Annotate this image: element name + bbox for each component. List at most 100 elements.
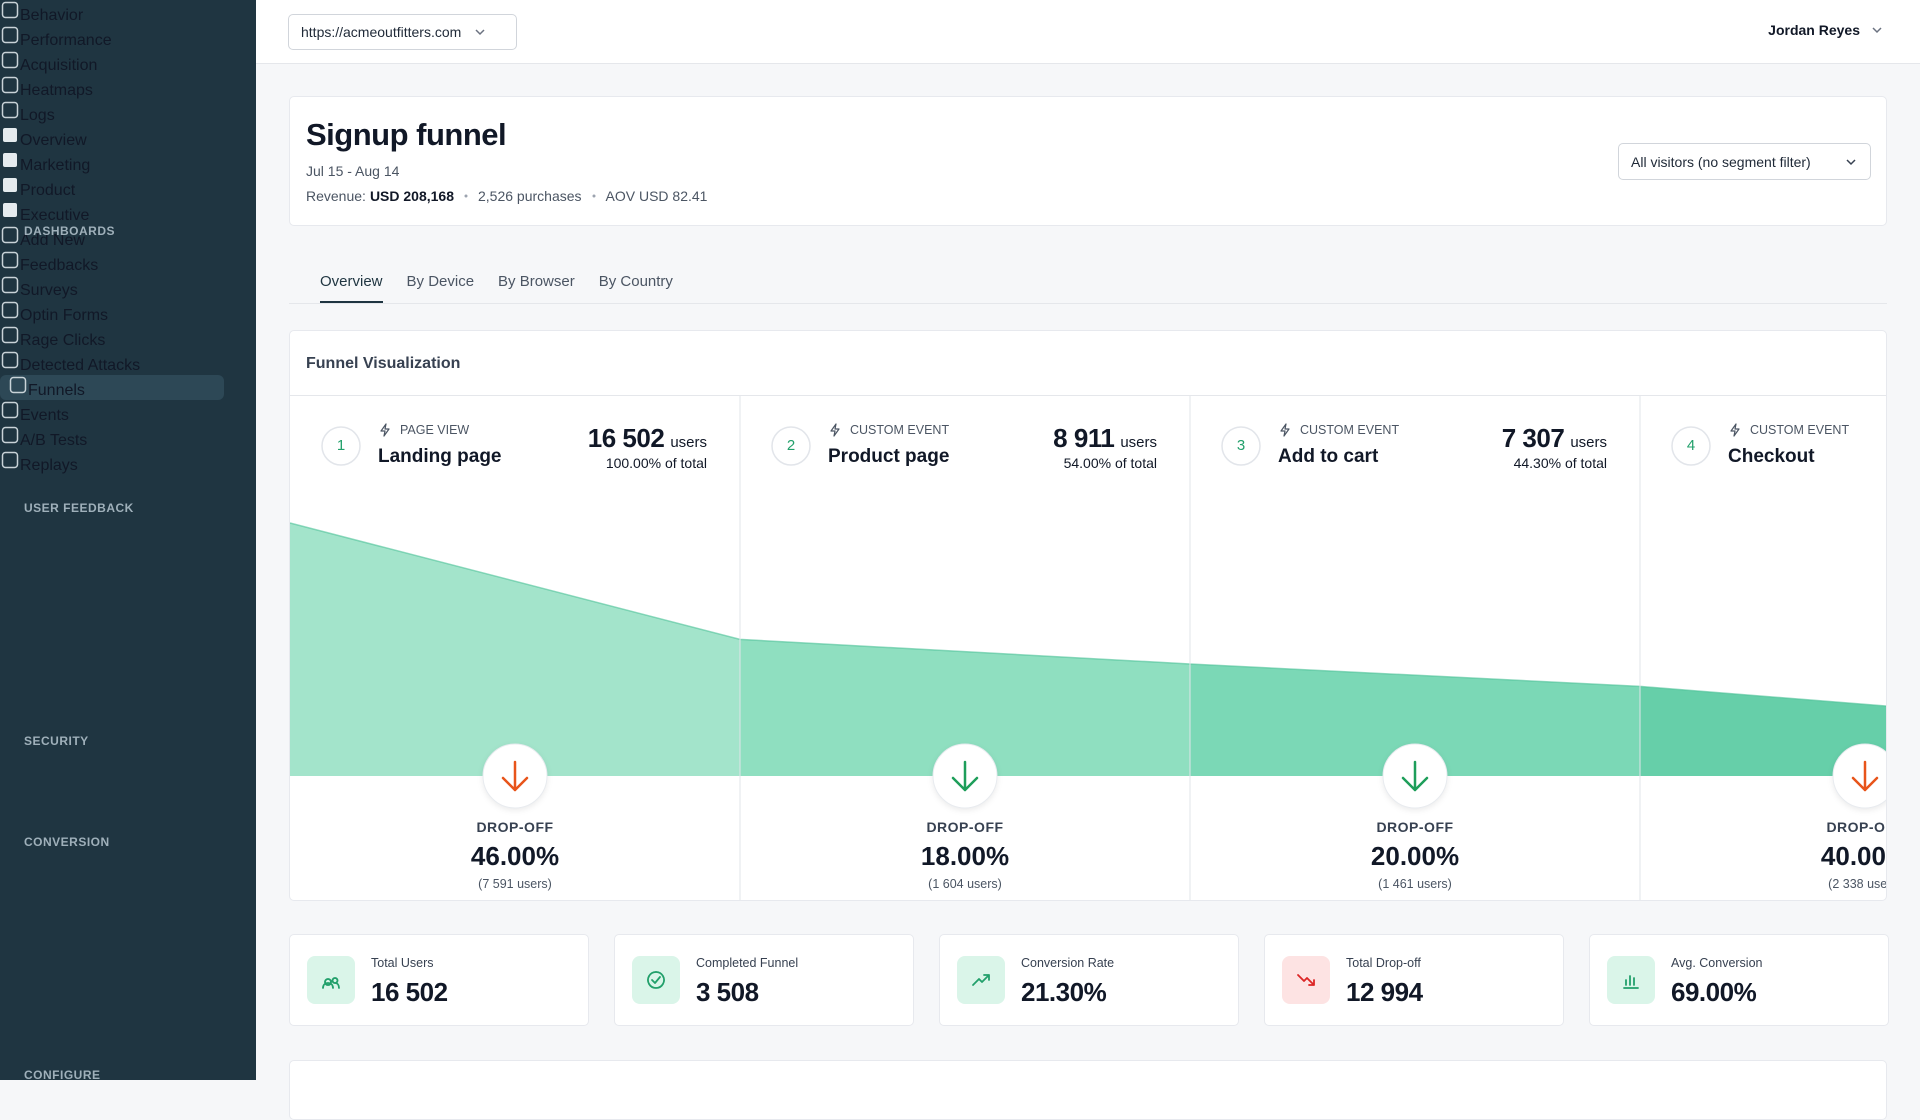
revenue-label: Revenue:	[306, 188, 366, 204]
bolt-icon	[1730, 423, 1740, 437]
aov: AOV USD 82.41	[605, 188, 708, 204]
nav-item[interactable]: A/B Tests	[0, 425, 256, 450]
funnel-title: Funnel Visualization	[306, 355, 461, 372]
nav-section-title: CONVERSION	[24, 835, 110, 849]
nav-item[interactable]: Product	[0, 175, 256, 200]
step-badge	[771, 426, 811, 466]
nav-icon	[1, 51, 19, 69]
step-number: 4	[1686, 437, 1696, 454]
bolt-icon	[380, 423, 390, 437]
chevron	[1872, 27, 1882, 34]
step-badge	[1671, 426, 1711, 466]
top-bar: https://acmeoutfitters.com Jordan Reyes	[256, 0, 1920, 64]
nav-label: A/B Tests	[20, 432, 88, 449]
nav-item[interactable]: Events	[0, 400, 256, 425]
step-type-label: CUSTOM EVENT	[850, 423, 950, 437]
nav-item[interactable]: Behavior	[0, 0, 256, 25]
kpi-value: 12 994	[1346, 977, 1423, 1007]
nav-icon	[3, 128, 17, 142]
nav-label: Behavior	[20, 7, 84, 24]
dropoff-badge	[1832, 743, 1886, 809]
kpi-glyph-shape	[1297, 974, 1315, 986]
nav-item[interactable]: Replays	[0, 450, 256, 475]
step-users: 16 502 users	[588, 423, 707, 454]
funnel-segment	[290, 523, 740, 776]
bolt-icon	[1280, 423, 1290, 437]
nav-label: Add New	[20, 232, 85, 249]
kpi-glyph-shape	[972, 974, 990, 986]
kpi-card: Total Users 16 502	[289, 934, 589, 1026]
segment-select[interactable]: All visitors (no segment filter)	[1618, 143, 1871, 180]
step-name: Product page	[828, 446, 950, 467]
nav-section-title: CONFIGURE	[24, 1068, 101, 1080]
step-badge	[321, 426, 361, 466]
kpi-value: 69.00%	[1671, 977, 1757, 1007]
nav-item[interactable]: Executive	[0, 200, 256, 225]
kpi-glyph	[647, 971, 665, 989]
user-menu[interactable]: Jordan Reyes	[1768, 22, 1884, 38]
step-name: Landing page	[378, 446, 502, 467]
funnel-segment	[1640, 686, 1886, 776]
tab[interactable]: By Device	[406, 273, 475, 290]
icon-shape	[9, 376, 27, 394]
nav-item[interactable]: Feedbacks	[0, 250, 256, 275]
bolt-icon	[830, 423, 840, 437]
dropoff-users: (1 604 users)	[928, 877, 1002, 891]
step-name: Checkout	[1728, 446, 1815, 467]
kpi-icon	[632, 956, 680, 1004]
tab[interactable]: By Country	[598, 273, 673, 290]
nav-icon	[1, 101, 19, 119]
nav-label: Funnels	[28, 382, 85, 399]
kpi-card: Completed Funnel 3 508	[614, 934, 914, 1026]
dropoff-arrow	[951, 760, 979, 792]
kpi-label: Total Drop-off	[1346, 956, 1421, 970]
kpi-label: Completed Funnel	[696, 956, 799, 970]
dropoff-rate: 18.00%	[920, 841, 1010, 871]
kpi-label: Total Users	[371, 956, 434, 970]
nav-item[interactable]: Heatmaps	[0, 75, 256, 100]
nav-item[interactable]: Surveys	[0, 275, 256, 300]
kpi-glyph	[1297, 974, 1315, 986]
tab[interactable]: Overview	[320, 273, 383, 303]
nav-item[interactable]: Rage Clicks	[0, 325, 256, 350]
nav-item[interactable]: Acquisition	[0, 50, 256, 75]
chevron	[1846, 158, 1856, 165]
nav-icon	[3, 178, 17, 192]
dropoff-label: DROP-OFF	[1826, 819, 1886, 835]
icon-shape	[3, 153, 17, 167]
nav-item[interactable]: Performance	[0, 25, 256, 50]
nav-item[interactable]: Add New	[0, 225, 256, 250]
dropoff-users: (1 461 users)	[1378, 877, 1452, 891]
dropoff-label: DROP-OFF	[926, 819, 1004, 835]
funnel-segment	[1190, 663, 1640, 776]
nav-item[interactable]: Detected Attacks	[0, 350, 256, 375]
step-type: CUSTOM EVENT	[1728, 423, 1849, 437]
kpi-icon	[957, 956, 1005, 1004]
step-share: 44.30% of total	[1513, 455, 1607, 471]
icon-shape	[1, 76, 19, 94]
icon-shape	[1, 26, 19, 44]
nav-icon	[1, 226, 19, 244]
step-number: 2	[786, 437, 796, 454]
tab[interactable]: By Browser	[498, 273, 575, 290]
nav-icon	[1, 451, 19, 469]
step-number: 3	[1236, 437, 1246, 454]
kpi-glyph-shape	[1623, 975, 1639, 989]
date-range: Jul 15 - Aug 14	[306, 163, 400, 179]
nav-item[interactable]: Overview	[0, 125, 256, 150]
kpi-glyph	[322, 977, 340, 989]
kpi-label: Conversion Rate	[1021, 956, 1115, 970]
nav-label: Logs	[20, 107, 55, 124]
nav-item[interactable]: Optin Forms	[0, 300, 256, 325]
nav-label: Optin Forms	[20, 307, 109, 324]
nav-item[interactable]: Funnels	[0, 375, 224, 400]
nav-item[interactable]: Logs	[0, 100, 256, 125]
nav-label: Executive	[20, 207, 90, 224]
nav-section-title: DASHBOARDS	[24, 224, 116, 238]
sidebar: Behavior Performance Acquisition Heatmaps Lo…	[0, 0, 256, 1080]
kpi-label: Avg. Conversion	[1671, 956, 1763, 970]
nav-item[interactable]: Marketing	[0, 150, 256, 175]
url-select[interactable]: https://acmeoutfitters.com	[288, 14, 517, 50]
